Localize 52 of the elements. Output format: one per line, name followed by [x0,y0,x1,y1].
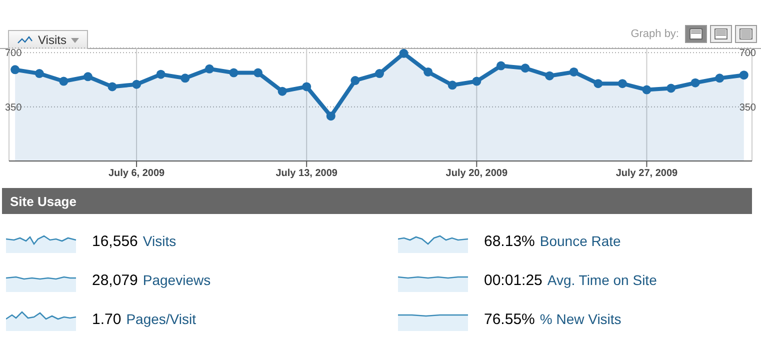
point [618,79,627,88]
text: % New Visits [540,311,622,327]
point [156,70,166,79]
point [715,74,724,83]
point [569,67,578,76]
point [132,80,142,89]
x-tick-label: July 6, 2009 [108,168,166,180]
point [326,112,336,121]
point [424,67,433,76]
text: Visits [142,233,176,249]
point [374,69,384,78]
point [83,72,92,82]
text: Pageviews [142,272,211,288]
point [59,76,68,86]
point [229,68,238,78]
point [545,71,554,80]
text: Site Usage [2,188,752,214]
point [302,82,312,92]
point [278,86,287,96]
point [496,61,506,70]
text: Bounce Rate [540,233,621,249]
text: 00:01:25 [484,272,542,289]
point [739,70,748,80]
text: 1.70 [92,311,122,328]
text: 28,079 [92,272,138,289]
point [254,68,263,78]
point [666,84,676,93]
point [108,82,117,92]
point [690,78,700,88]
point [34,69,44,78]
x-tick-label: July 27, 2009 [616,168,678,180]
point [10,65,20,74]
point [350,76,360,86]
text: 76.55% [484,311,535,328]
text: 16,556 [92,233,138,250]
x-tick-label: July 20, 2009 [446,168,508,180]
legend-label: Visits [38,33,66,47]
point [520,64,530,73]
y2-tick-label: 700 [739,48,756,60]
point [399,48,408,58]
y2-tick-label: 350 [739,102,756,114]
text: Avg. Time on Site [547,272,657,288]
x-tick-label: July 13, 2009 [276,168,338,180]
point [594,79,603,88]
text: Pages/Visit [126,311,196,327]
text: 68.13% [484,233,535,250]
point [472,76,482,86]
point [204,64,214,74]
text: Graph by: [630,28,679,40]
point [180,74,190,83]
point [642,85,652,94]
point [448,80,457,90]
